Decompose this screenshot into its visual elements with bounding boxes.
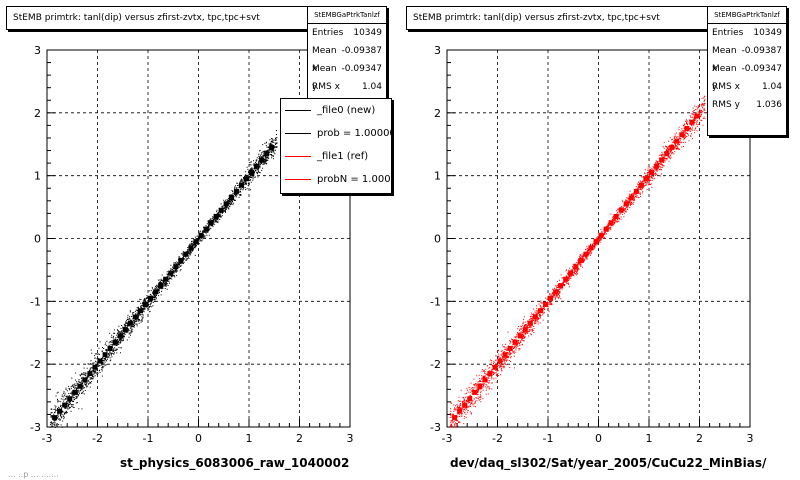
plot-title: StEMB primtrk: tanl(dip) versus zfirst-z… — [6, 6, 308, 30]
x-tick-label: 0 — [195, 432, 202, 445]
stats-entries-row: Entries 10349 — [708, 24, 786, 42]
y-tick-label: 1 — [34, 170, 41, 183]
y-tick-label: -2 — [430, 358, 441, 371]
stats-value: 1.036 — [756, 100, 782, 110]
y-tick-label: -3 — [30, 421, 41, 434]
stats-box: StEMBGaPtrkTanlzf Entries 10349 Mean x -0.… — [707, 6, 787, 136]
x-tick-label: 1 — [246, 432, 253, 445]
legend-label: _file0 (new) — [317, 105, 376, 116]
x-axis-title: dev/daq_sl302/Sat/year_2005/CuCu22_MinBi… — [450, 456, 767, 470]
stats-value: 10349 — [353, 28, 382, 38]
x-tick-label: -3 — [42, 432, 53, 445]
stats-name: StEMBGaPtrkTanlzf — [308, 7, 386, 24]
legend: _file0 (new) prob = 1.000000 _file1 (ref… — [280, 98, 392, 194]
legend-entry: probN = 1.000000 — [281, 168, 391, 191]
x-tick-label: 3 — [747, 432, 754, 445]
x-tick-label: -1 — [143, 432, 154, 445]
stats-label: Entries — [312, 28, 344, 38]
right-plot-pad: -3 -2 -1 0 1 2 3 -3 -2 -1 0 1 2 3 StEMB primtrk: tanl… — [400, 0, 800, 480]
stats-value: -0.09387 — [341, 46, 382, 56]
x-tick-label: 1 — [646, 432, 653, 445]
stats-label: RMS x — [312, 82, 340, 92]
stats-name: StEMBGaPtrkTanlzf — [708, 7, 786, 24]
x-tick-label: -2 — [92, 432, 103, 445]
y-tick-label: 0 — [34, 233, 41, 246]
stats-rms-x-row: RMS x 1.04 — [308, 78, 386, 96]
stats-mean-x-row: Mean x -0.09387 — [308, 42, 386, 74]
left-plot-pad: -3 -2 -1 0 1 2 3 -3 -2 -1 0 1 2 3 StEMB primtrk: tanl… — [6, 6, 392, 479]
stats-rms-x-row: RMS x 1.04 — [708, 78, 786, 96]
stats-value: 10349 — [753, 28, 782, 38]
plot-title-text: StEMB primtrk: tanl(dip) versus zfirst-z… — [413, 13, 660, 23]
x-tick-label: -1 — [543, 432, 554, 445]
stats-entries-row: Entries 10349 — [308, 24, 386, 42]
stats-label: RMS y — [712, 100, 740, 110]
stats-value: 1.04 — [361, 82, 382, 92]
stats-label: RMS x — [712, 82, 740, 92]
legend-label: prob = 1.000000 — [317, 128, 391, 139]
x-tick-label: 2 — [296, 432, 303, 445]
x-tick-label: -3 — [442, 432, 453, 445]
right-scatter-plot: -3 -2 -1 0 1 2 3 -3 -2 -1 0 1 2 3 — [430, 44, 754, 445]
x-tick-label: -2 — [492, 432, 503, 445]
data-core-markers — [452, 113, 700, 421]
data-core-markers — [52, 144, 275, 421]
y-tick-label: 0 — [434, 233, 441, 246]
stats-value: -0.09347 — [341, 64, 382, 74]
y-tick-label: 3 — [34, 44, 41, 57]
x-tick-label: 0 — [595, 432, 602, 445]
data-points — [449, 95, 706, 428]
legend-entry: prob = 1.000000 — [281, 122, 391, 145]
stats-mean-y-row: Mean y -0.09347 — [308, 60, 386, 92]
stats-mean-x-row: Mean x -0.09387 — [708, 42, 786, 74]
x-axis-title: st_physics_6083006_raw_1040002 — [120, 456, 350, 470]
plot-title-text: StEMB primtrk: tanl(dip) versus zfirst-z… — [13, 13, 260, 23]
stats-label: Mean y — [312, 64, 337, 92]
y-tick-label: 1 — [434, 170, 441, 183]
y-tick-label: -1 — [30, 295, 41, 308]
stats-value: -0.09347 — [741, 64, 782, 74]
legend-entry: _file0 (new) — [281, 99, 391, 122]
legend-entry: _file1 (ref) — [281, 145, 391, 168]
stats-label: Entries — [712, 28, 744, 38]
x-tick-label: 3 — [347, 432, 354, 445]
y-tick-label: 2 — [34, 107, 41, 120]
legend-line — [285, 133, 311, 134]
y-tick-label: -3 — [430, 421, 441, 434]
legend-line — [285, 110, 311, 111]
legend-label: _file1 (ref) — [317, 151, 369, 162]
legend-line — [285, 156, 311, 157]
stats-mean-y-row: Mean y -0.09347 — [708, 60, 786, 92]
stats-value: 1.04 — [761, 82, 782, 92]
y-tick-label: 2 — [434, 107, 441, 120]
legend-line — [285, 179, 311, 180]
footer-text: ... ..p ... ....... — [8, 470, 59, 479]
legend-label: probN = 1.000000 — [317, 174, 391, 185]
plot-title: StEMB primtrk: tanl(dip) versus zfirst-z… — [406, 6, 708, 30]
stats-value: -0.09387 — [741, 46, 782, 56]
y-tick-label: 3 — [434, 44, 441, 57]
stats-label: Mean x — [312, 46, 337, 74]
stats-label: Mean y — [712, 64, 737, 92]
y-tick-label: -1 — [430, 295, 441, 308]
stats-label: Mean x — [712, 46, 737, 74]
x-tick-label: 2 — [696, 432, 703, 445]
stats-rms-y-row: RMS y 1.036 — [708, 96, 786, 114]
y-tick-label: -2 — [30, 358, 41, 371]
